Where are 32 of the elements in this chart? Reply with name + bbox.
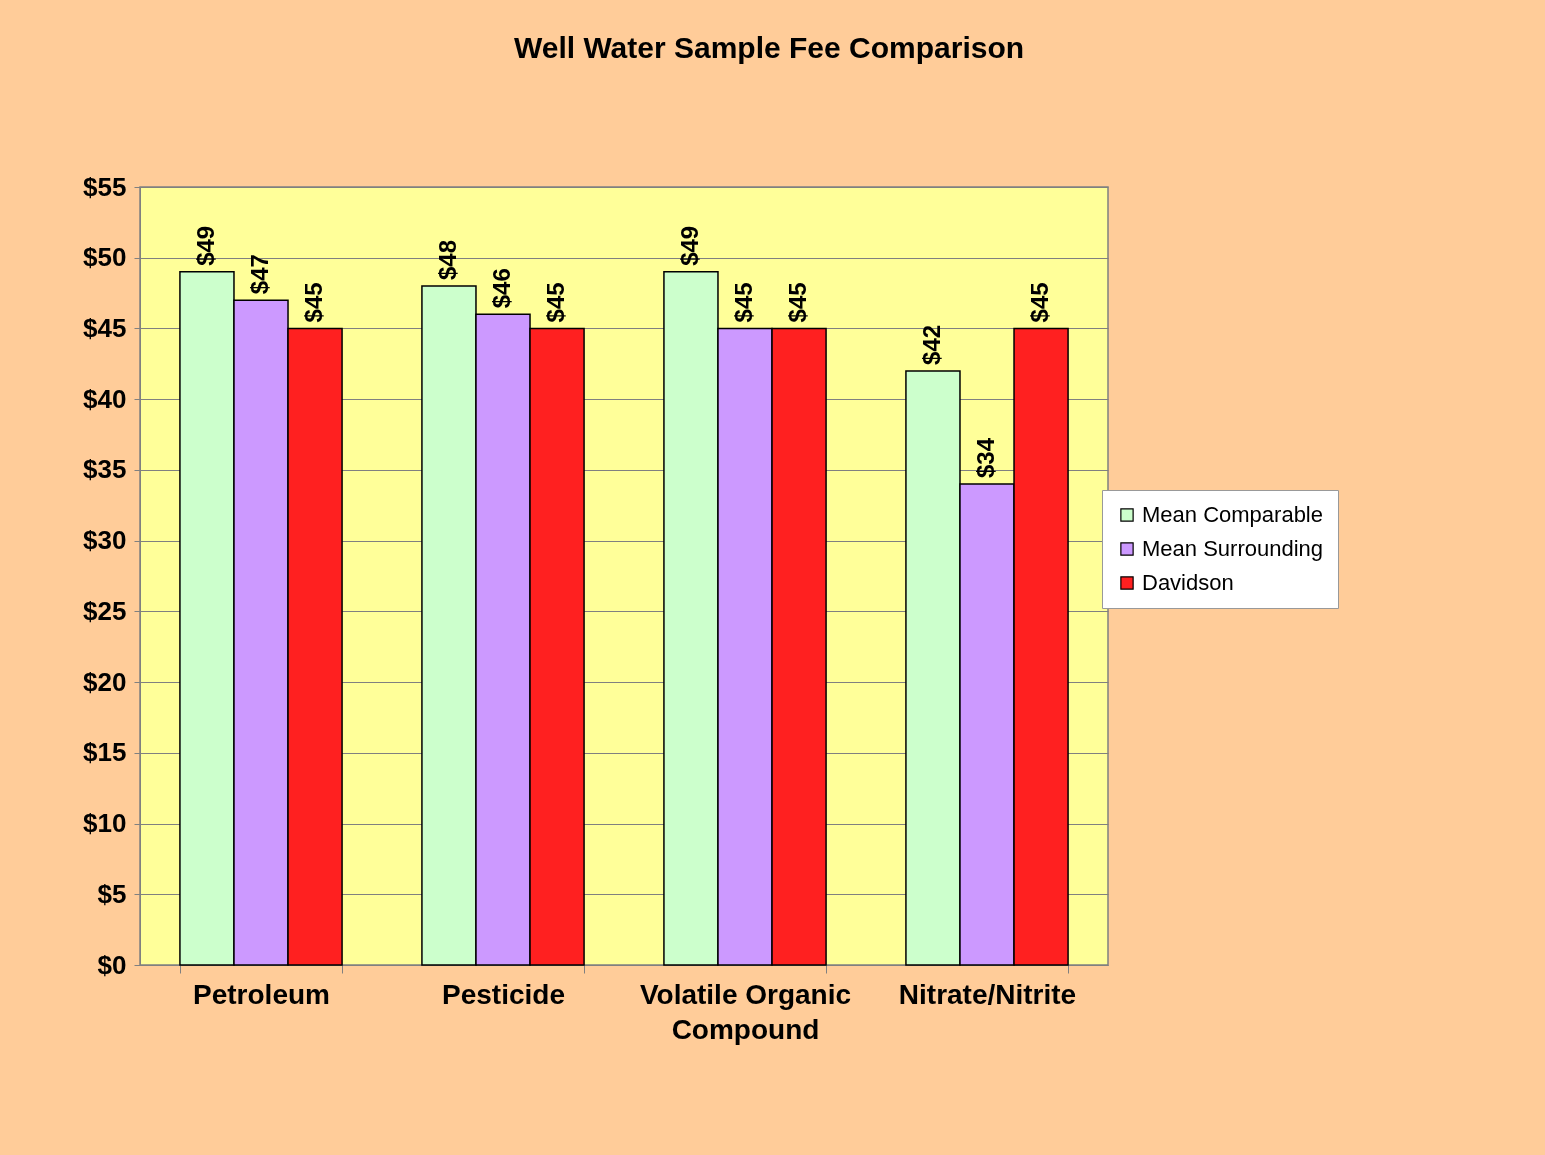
data-label: $45 <box>1026 282 1054 323</box>
legend-label: Davidson <box>1142 570 1234 595</box>
y-tick-label: $0 <box>97 949 127 980</box>
y-tick-label: $50 <box>83 242 127 273</box>
legend-label: Mean Comparable <box>1142 502 1323 527</box>
data-label: $49 <box>675 225 703 266</box>
data-label: $42 <box>917 324 945 365</box>
data-label: $45 <box>730 282 757 323</box>
y-tick-label: $25 <box>83 595 127 626</box>
legend-label: Mean Surrounding <box>1142 536 1324 561</box>
y-tick-label: $5 <box>97 878 127 909</box>
y-tick-label: $10 <box>83 808 127 839</box>
data-label: $34 <box>972 437 999 479</box>
y-tick-label: $35 <box>83 454 127 485</box>
y-tick-label: $30 <box>83 525 127 556</box>
y-tick-label: $40 <box>83 383 127 414</box>
data-label: $47 <box>246 254 273 295</box>
data-label: $49 <box>191 225 219 266</box>
y-tick-label: $45 <box>83 312 127 343</box>
data-label: $45 <box>542 282 570 323</box>
chart-title: Well Water Sample Fee Comparison <box>513 31 1025 64</box>
x-tick-label: Nitrate/Nitrite <box>898 978 1077 1010</box>
data-label: $46 <box>488 268 515 309</box>
data-label: $45 <box>300 282 328 323</box>
y-tick-label: $55 <box>83 171 127 202</box>
x-tick-label: Petroleum <box>193 978 330 1010</box>
y-tick-label: $20 <box>83 666 127 697</box>
y-tick-label: $15 <box>83 737 127 768</box>
x-tick-label: Pesticide <box>442 978 565 1010</box>
data-label: $48 <box>433 239 461 281</box>
data-label: $45 <box>784 282 812 323</box>
x-tick-label: Volatile Organic Compound <box>639 978 852 1045</box>
